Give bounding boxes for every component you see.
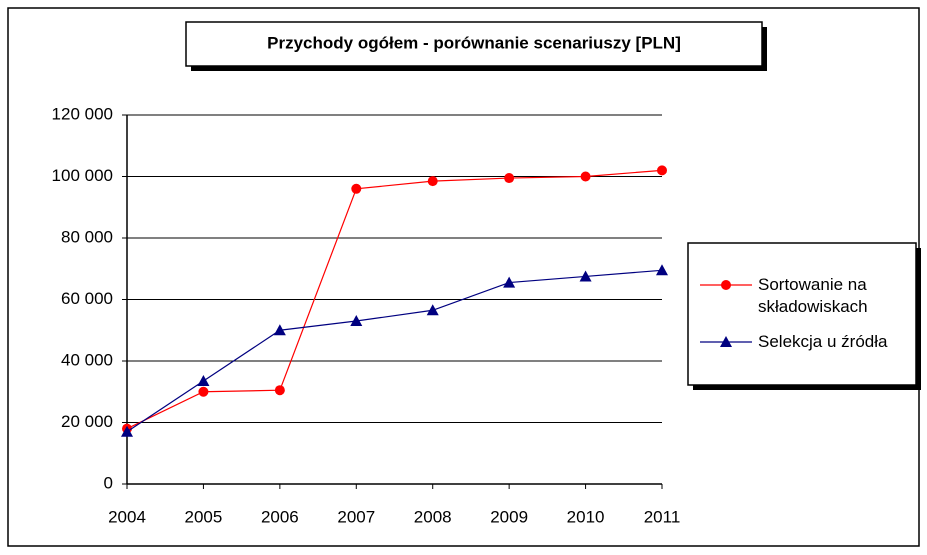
legend-label-box: Sortowanie na składowiskach: [758, 275, 868, 316]
marker: [656, 264, 668, 276]
x-tick-label: 2004: [108, 507, 146, 526]
marker: [121, 425, 133, 437]
y-tick-label: 120 000: [52, 104, 113, 123]
series-line: [126, 269, 663, 433]
x-tick-label: 2011: [644, 507, 681, 526]
legend-label-box: Selekcja u źródła: [758, 332, 888, 351]
marker: [198, 386, 209, 397]
marker: [720, 336, 732, 347]
y-tick-label: 80 000: [61, 227, 113, 246]
marker: [426, 304, 439, 316]
y-tick-label: 60 000: [61, 289, 113, 308]
marker: [351, 183, 362, 194]
marker: [721, 280, 731, 290]
chart-title: Przychody ogółem - porównanie scenariusz…: [267, 33, 681, 52]
marker: [273, 324, 286, 336]
x-tick-label: 2006: [261, 507, 299, 526]
marker: [579, 270, 592, 282]
marker: [504, 173, 515, 184]
legend-label: Sortowanie na składowiskach: [758, 275, 868, 316]
marker: [197, 374, 210, 386]
series-line: [126, 169, 663, 430]
y-tick-label: 40 000: [61, 350, 113, 369]
y-tick-label: 100 000: [52, 166, 113, 185]
y-tick-label: 0: [104, 473, 113, 492]
x-tick-label: 2010: [567, 507, 605, 526]
x-tick-label: 2008: [414, 507, 452, 526]
marker: [503, 276, 516, 288]
marker: [427, 176, 438, 187]
x-tick-label: 2009: [490, 507, 528, 526]
marker: [580, 171, 591, 182]
legend-box: [687, 242, 917, 386]
marker: [657, 165, 667, 176]
marker: [350, 315, 363, 327]
x-tick-label: 2005: [185, 507, 223, 526]
title-box: [185, 21, 763, 67]
y-tick-label: 20 000: [61, 412, 113, 431]
legend-label: Selekcja u źródła: [758, 332, 888, 351]
x-tick-label: 2007: [337, 507, 375, 526]
marker: [274, 385, 285, 396]
